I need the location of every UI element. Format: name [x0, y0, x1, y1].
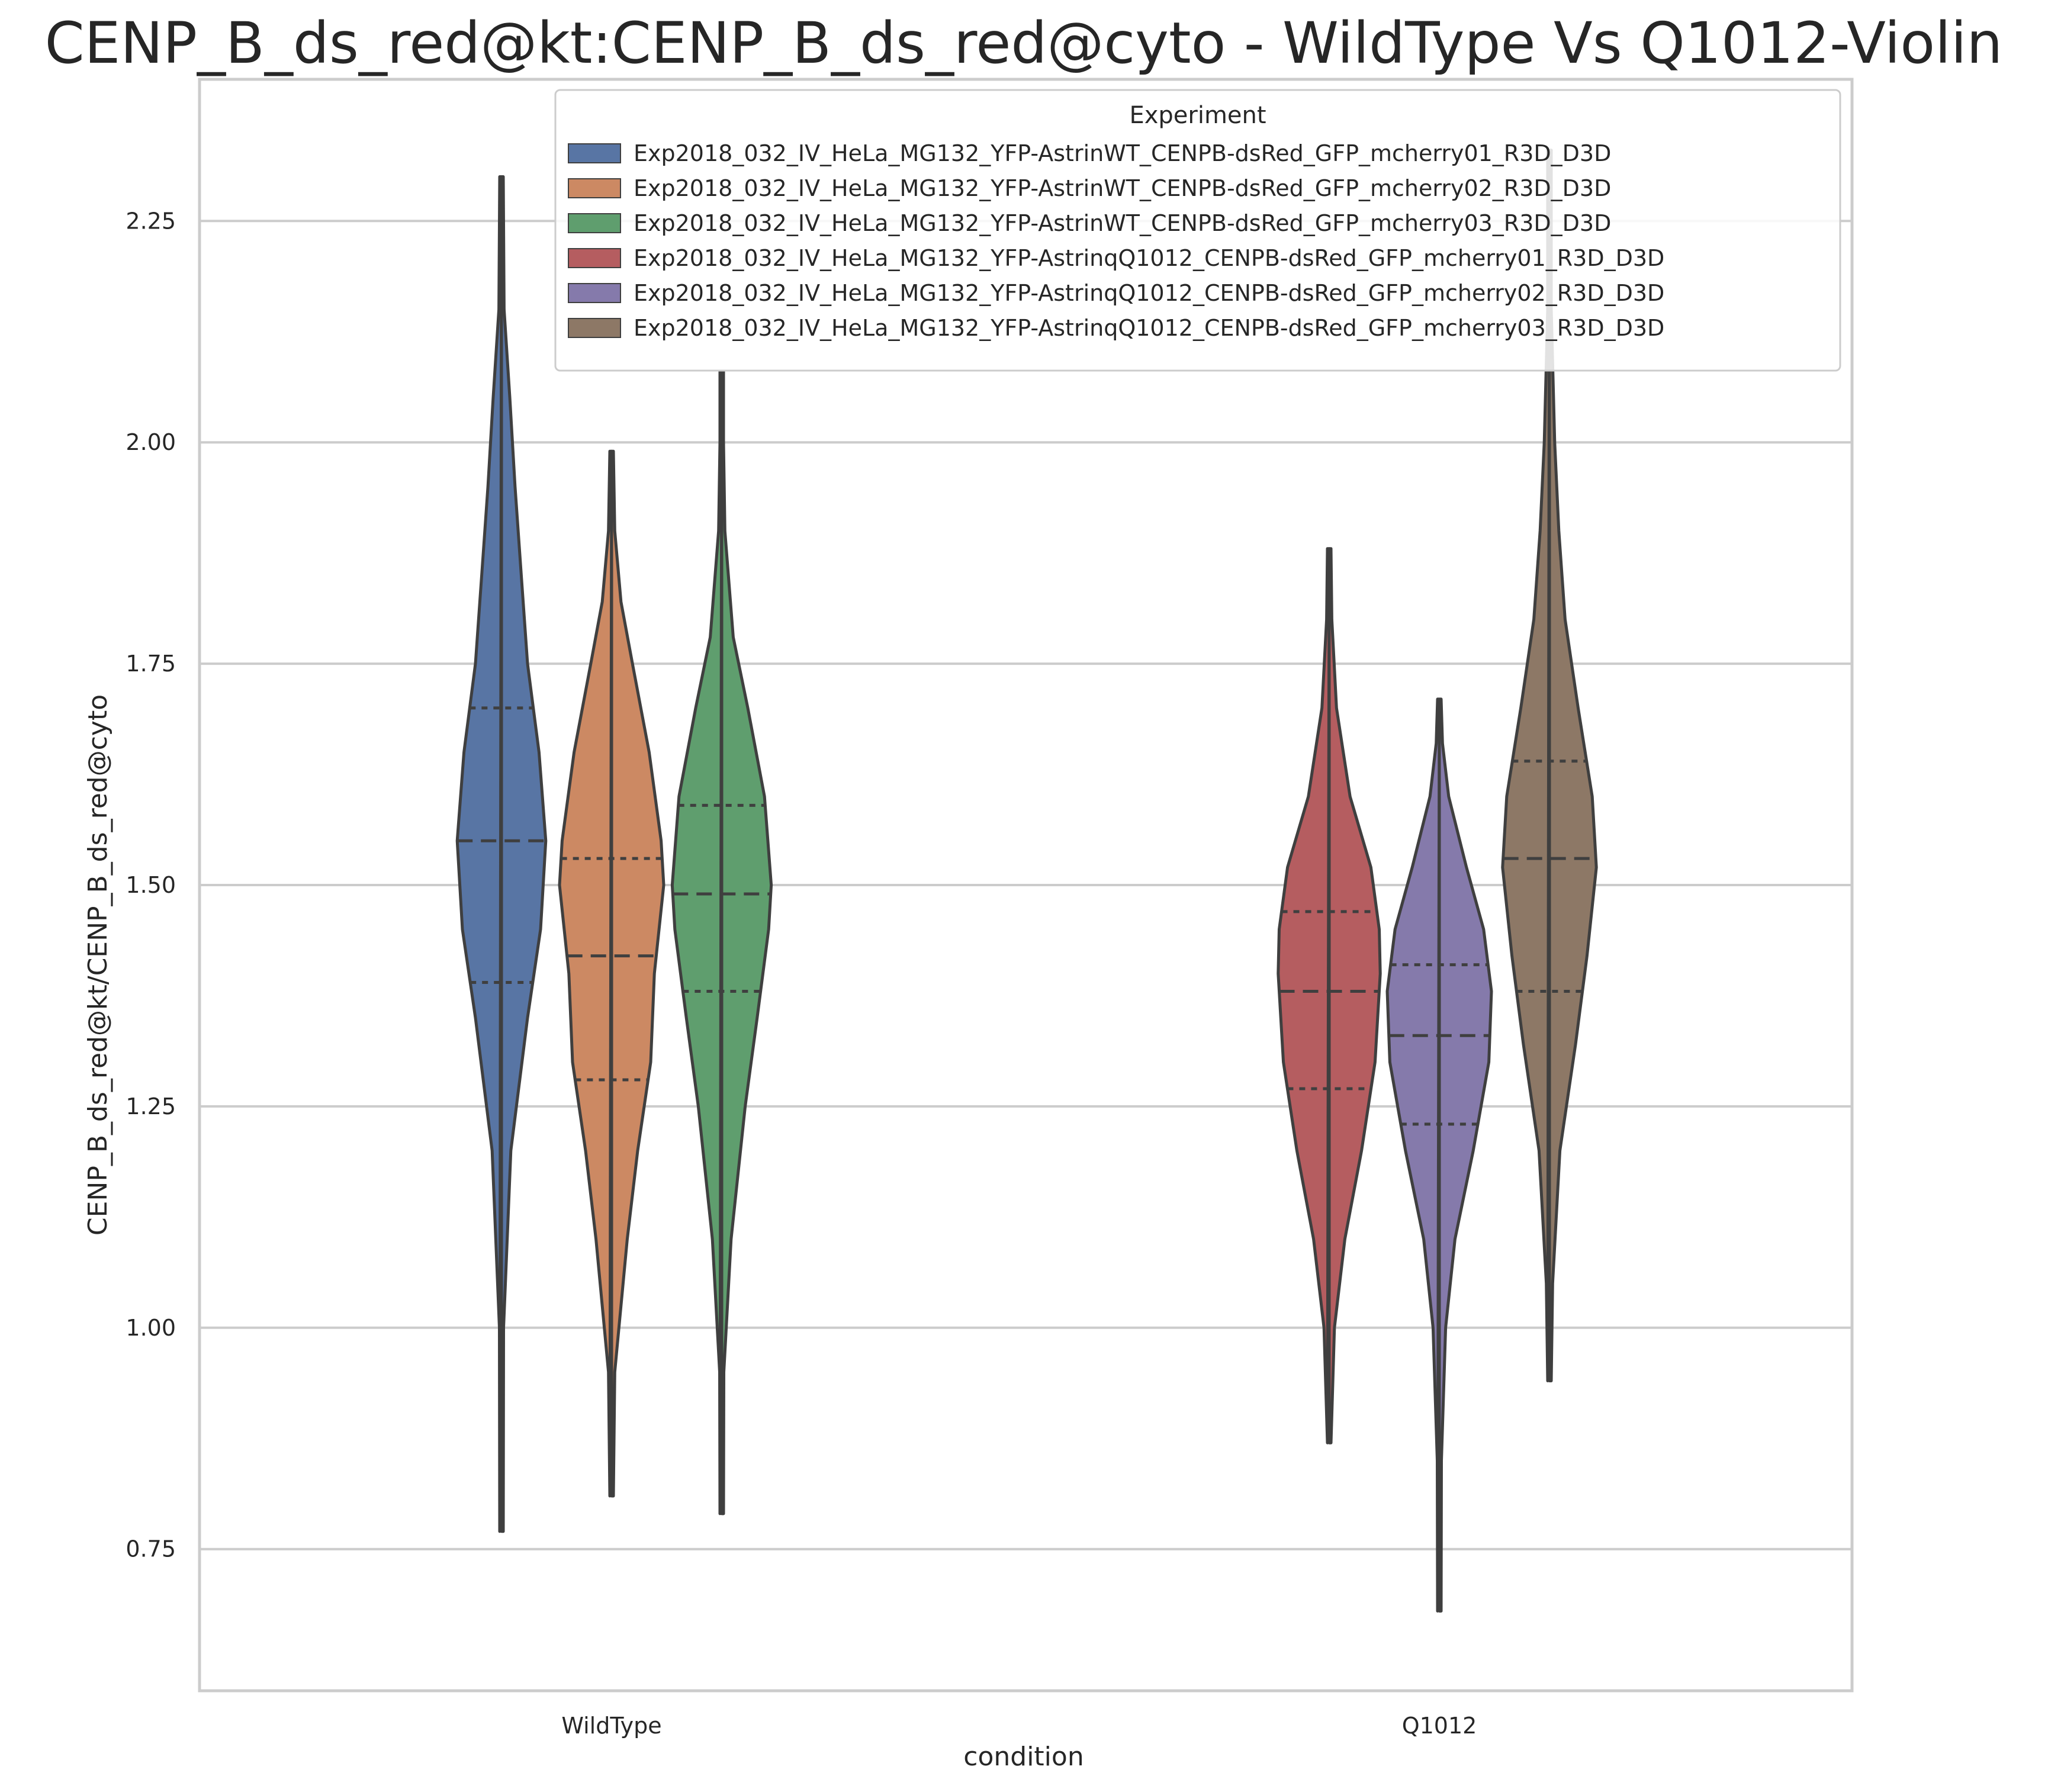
violin-body — [1385, 697, 1493, 1613]
legend-swatch — [568, 318, 621, 338]
legend-title: Experiment — [1129, 102, 1266, 129]
tick-labels: 0.75 1.00 1.25 1.50 1.75 2.00 2.25 WildType Q101… — [126, 208, 1477, 1739]
y-tick-label: 1.00 — [126, 1315, 176, 1341]
y-tick-label: 1.75 — [126, 651, 176, 677]
legend-item-label: Exp2018_032_IV_HeLa_MG132_YFP-AstrinqQ10… — [634, 280, 1664, 306]
violin-body — [558, 449, 665, 1498]
y-tick-label: 1.25 — [126, 1093, 176, 1119]
x-tick-label: Q1012 — [1402, 1713, 1477, 1739]
legend-item-label: Exp2018_032_IV_HeLa_MG132_YFP-AstrinqQ10… — [634, 315, 1664, 341]
y-axis-label: CENP_B_ds_red@kt/CENP_B_ds_red@cyto — [83, 694, 113, 1236]
legend-item-label: Exp2018_032_IV_HeLa_MG132_YFP-AstrinqQ10… — [634, 245, 1664, 271]
y-tick-label: 2.00 — [126, 429, 176, 455]
y-tick-label: 1.50 — [126, 872, 176, 898]
x-axis-label: condition — [963, 1742, 1084, 1772]
legend-box — [554, 89, 1841, 372]
violin-body — [455, 175, 548, 1533]
legend-swatch — [568, 248, 621, 268]
legend: Experiment Exp2018_032_IV_HeLa_MG132_YFP… — [554, 89, 1841, 372]
legend-swatch — [568, 143, 621, 163]
legend-swatch — [568, 213, 621, 233]
violins — [455, 149, 1598, 1613]
legend-item-label: Exp2018_032_IV_HeLa_MG132_YFP-AstrinWT_C… — [634, 210, 1611, 236]
plot-frame — [198, 78, 1854, 1693]
y-tick-label: 0.75 — [126, 1536, 176, 1562]
legend-swatch — [568, 283, 621, 303]
y-tick-label: 2.25 — [126, 208, 176, 234]
violin-body — [1277, 547, 1382, 1444]
legend-item-label: Exp2018_032_IV_HeLa_MG132_YFP-AstrinWT_C… — [634, 140, 1611, 166]
x-tick-label: WildType — [561, 1713, 661, 1739]
chart-title: CENP_B_ds_red@kt:CENP_B_ds_red@cyto - Wi… — [45, 10, 2003, 76]
legend-swatch — [568, 178, 621, 198]
legend-item-label: Exp2018_032_IV_HeLa_MG132_YFP-AstrinWT_C… — [634, 175, 1611, 201]
